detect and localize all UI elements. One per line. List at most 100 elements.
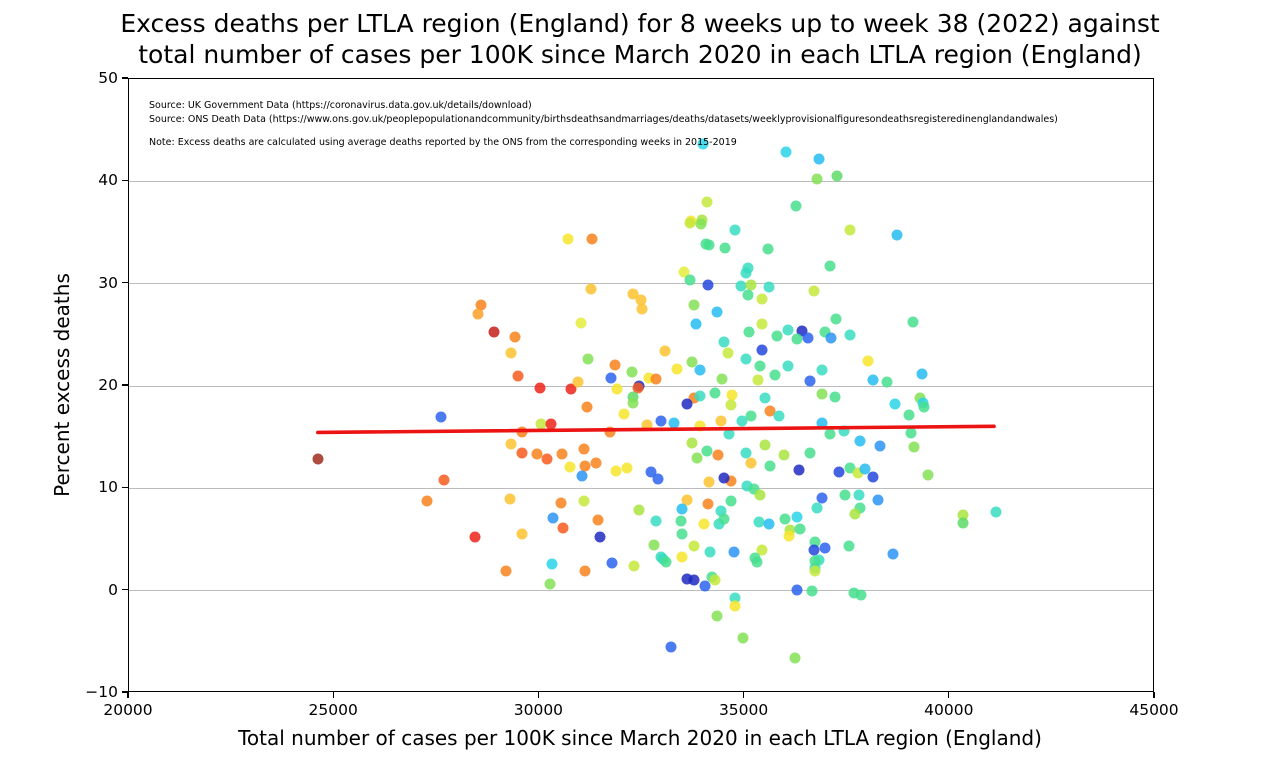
scatter-point (742, 289, 754, 301)
x-tick-label-45000: 45000 (1129, 701, 1179, 719)
scatter-point (806, 585, 818, 597)
scatter-point (681, 398, 693, 410)
scatter-point (641, 419, 653, 431)
scatter-point (606, 557, 618, 569)
scatter-point (509, 331, 521, 343)
scatter-point (572, 376, 584, 388)
scatter-point (725, 399, 737, 411)
scatter-point (469, 531, 481, 543)
scatter-point (862, 355, 874, 367)
scatter-point (500, 565, 512, 577)
scatter-point (881, 376, 893, 388)
chart-title: Excess deaths per LTLA region (England) … (0, 8, 1280, 70)
scatter-point (854, 435, 866, 447)
scatter-point (903, 409, 915, 421)
scatter-point (648, 539, 660, 551)
scatter-point (475, 299, 487, 311)
x-tick-mark-35000 (742, 692, 745, 698)
scatter-point (844, 224, 856, 236)
x-tick-label-35000: 35000 (718, 701, 769, 719)
scatter-point (743, 326, 755, 338)
scatter-point (645, 466, 657, 478)
scatter-point (802, 332, 814, 344)
scatter-point (729, 592, 741, 604)
scatter-point (701, 445, 713, 457)
scatter-point (762, 243, 774, 255)
trend-line (316, 424, 996, 435)
y-tick-mark-30 (122, 281, 128, 284)
scatter-point (790, 200, 802, 212)
scatter-point (756, 544, 768, 556)
scatter-point (804, 447, 816, 459)
scatter-point (504, 493, 516, 505)
x-axis-label: Total number of cases per 100K since Mar… (238, 726, 1042, 750)
scatter-point (618, 408, 630, 420)
scatter-point (694, 390, 706, 402)
scatter-point (688, 574, 700, 586)
scatter-point (627, 288, 639, 300)
scatter-point (578, 495, 590, 507)
scatter-point (505, 438, 517, 450)
scatter-point (784, 524, 796, 536)
scatter-point (655, 415, 667, 427)
scatter-point (725, 495, 737, 507)
scatter-point (512, 370, 524, 382)
scatter-point (816, 417, 828, 429)
scatter-point (816, 364, 828, 376)
scatter-point (681, 494, 693, 506)
scatter-point (675, 515, 687, 527)
scatter-point (579, 565, 591, 577)
scatter-point (609, 359, 621, 370)
scatter-point (694, 420, 706, 432)
scatter-point (867, 374, 879, 386)
scatter-point (745, 410, 757, 422)
y-tick-label-50: 50 (98, 69, 118, 87)
x-tick-label-25000: 25000 (308, 701, 358, 719)
scatter-point (763, 518, 775, 530)
scatter-point (535, 418, 547, 430)
plot-area: Source: UK Government Data (https://coro… (128, 78, 1154, 692)
scatter-point (719, 242, 731, 254)
scatter-point (740, 267, 752, 279)
scatter-point (628, 560, 640, 572)
scatter-point (635, 294, 647, 306)
scatter-point (704, 546, 716, 558)
scatter-point (808, 285, 820, 297)
scatter-point (771, 330, 783, 342)
scatter-point (740, 353, 752, 365)
scatter-point (735, 280, 747, 292)
scatter-point (918, 401, 930, 413)
scatter-point (565, 383, 577, 395)
scatter-point (604, 426, 616, 438)
scatter-point (671, 363, 683, 375)
scatter-point (713, 518, 725, 530)
scatter-point (659, 345, 671, 357)
source-annotations: Source: UK Government Data (https://coro… (149, 99, 1058, 150)
x-tick-mark-45000 (1153, 692, 1155, 698)
scatter-point (831, 170, 843, 182)
scatter-point (783, 530, 795, 542)
scatter-point (626, 366, 638, 378)
scatter-point (684, 217, 696, 229)
scatter-point (843, 540, 855, 552)
scatter-point (728, 546, 740, 558)
scatter-point (711, 610, 723, 622)
scatter-point (763, 281, 775, 293)
scatter-point (779, 513, 791, 525)
scatter-point (872, 494, 884, 506)
scatter-point (793, 464, 805, 476)
scatter-point (586, 233, 598, 245)
y-tick-mark-10 (122, 486, 128, 489)
scatter-point (922, 469, 934, 481)
scatter-point (590, 457, 602, 469)
scatter-point (698, 518, 710, 530)
scatter-point (438, 474, 450, 486)
scatter-point (716, 373, 728, 385)
scatter-point (581, 401, 593, 413)
scatter-point (891, 229, 903, 241)
scatter-point (699, 580, 711, 592)
x-tick-mark-20000 (127, 692, 129, 698)
scatter-point (782, 324, 794, 336)
scatter-point (650, 373, 662, 385)
scatter-point (700, 238, 712, 250)
